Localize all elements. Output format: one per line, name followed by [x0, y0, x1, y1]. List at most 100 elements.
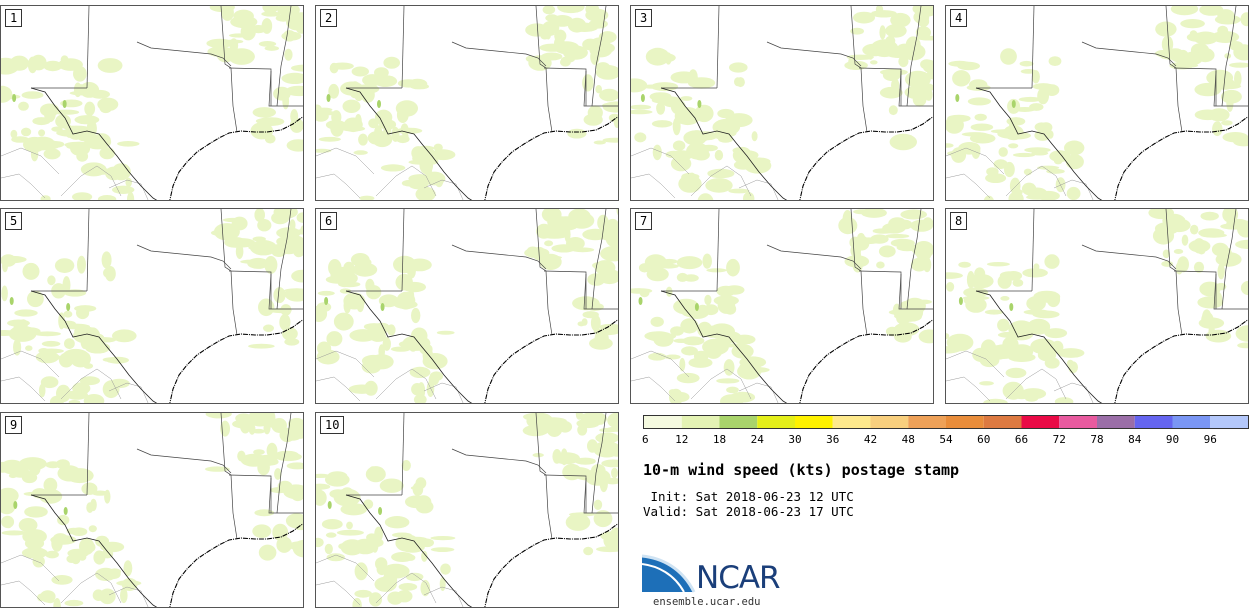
wind-shade [597, 417, 605, 425]
international-border [30, 290, 158, 403]
wind-shade [1168, 216, 1185, 222]
county-line [423, 586, 464, 607]
state-border [451, 41, 547, 67]
wind-shade [411, 307, 421, 324]
colorbar-bin [832, 416, 871, 428]
wind-shade [670, 71, 698, 84]
wind-shade [366, 285, 382, 300]
wind-shade-strong [63, 507, 68, 515]
wind-shade [1044, 357, 1060, 369]
wind-shade [585, 468, 611, 486]
wind-shade [680, 318, 699, 334]
wind-shade [583, 546, 594, 556]
wind-shade [48, 354, 61, 361]
wind-shade [264, 6, 277, 17]
wind-shade [87, 542, 96, 552]
wind-shade [1019, 60, 1034, 67]
wind-shade [336, 529, 364, 536]
wind-shade [99, 147, 115, 160]
wind-shade [553, 452, 580, 465]
wind-shade [726, 386, 739, 394]
wind-shade [592, 262, 604, 269]
wind-shade [24, 506, 48, 518]
wind-shade [1039, 122, 1053, 133]
wind-shade [33, 331, 62, 337]
ncar-logo-icon [642, 554, 696, 593]
wind-shade [582, 74, 594, 92]
wind-shade [948, 60, 971, 67]
wind-shade [375, 557, 388, 571]
county-line [631, 173, 676, 199]
wind-shade [291, 269, 303, 283]
wind-shade [228, 48, 255, 65]
wind-shade [395, 534, 420, 552]
state-border [268, 70, 303, 107]
wind-shade [1012, 279, 1024, 287]
wind-shade [18, 319, 28, 330]
wind-shade [49, 395, 64, 403]
wind-shade [998, 147, 1008, 157]
wind-shade [120, 587, 128, 604]
wind-shade [342, 99, 361, 114]
wind-shade [374, 125, 383, 140]
wind-shade-strong [638, 297, 643, 305]
wind-shade-strong [377, 100, 382, 108]
wind-shade [575, 413, 583, 420]
wind-shade [207, 46, 234, 57]
wind-shade [395, 127, 423, 134]
wind-shade [705, 178, 733, 193]
wind-shade [62, 276, 71, 294]
wind-shade [382, 563, 410, 579]
wind-shade [997, 274, 1012, 289]
state-border [268, 477, 303, 514]
wind-shade [1054, 397, 1074, 403]
wind-shade [317, 341, 332, 356]
wind-shade [326, 553, 345, 562]
wind-shade [969, 79, 988, 90]
wind-shade [364, 380, 378, 396]
wind-shade [844, 255, 870, 268]
wind-shade [68, 400, 81, 403]
wind-shade [1047, 329, 1065, 338]
wind-shade [40, 103, 59, 117]
wind-shade [383, 123, 392, 137]
wind-shade [716, 378, 740, 384]
county-line [1, 554, 60, 582]
wind-shade [352, 262, 378, 277]
county-line [946, 147, 1005, 175]
wind-shade [714, 149, 724, 161]
wind-shade [969, 133, 996, 144]
county-line [946, 350, 1005, 378]
wind-shade [112, 185, 135, 194]
wind-shade [739, 356, 767, 368]
coastline [484, 523, 618, 607]
wind-shade [1065, 154, 1084, 170]
colorbar-bin [1134, 416, 1173, 428]
wind-shade [1026, 296, 1046, 311]
wind-shade [402, 335, 431, 351]
wind-shade [263, 421, 271, 435]
wind-shade [338, 543, 348, 550]
wind-shade [321, 519, 343, 530]
wind-shade [593, 510, 613, 528]
county-line [1, 580, 46, 606]
county-line [108, 179, 149, 200]
county-line [60, 368, 122, 400]
county-line [423, 179, 464, 200]
wind-shade [1032, 83, 1054, 90]
wind-shade [646, 331, 673, 342]
wind-shade-strong [697, 100, 702, 108]
wind-shade [340, 126, 366, 132]
wind-shade [993, 159, 1008, 170]
wind-shade [607, 413, 618, 429]
wind-shade-strong [326, 94, 331, 102]
wind-shade [844, 60, 868, 70]
wind-shade [631, 104, 652, 110]
wind-shade [879, 25, 886, 40]
wind-shade [256, 117, 285, 126]
wind-shade [38, 383, 46, 398]
wind-shade [997, 318, 1010, 332]
colorbar-tick-label: 18 [712, 433, 727, 446]
wind-shade [1181, 234, 1189, 246]
wind-shade [1021, 182, 1037, 196]
